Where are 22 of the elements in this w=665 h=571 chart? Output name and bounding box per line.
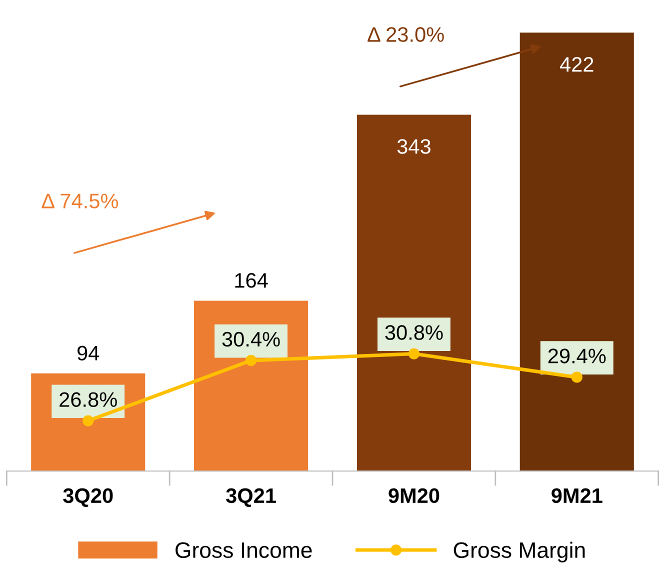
bar: [520, 32, 634, 472]
data-label: 26.8%: [60, 392, 117, 407]
x-tick-label: 9M21: [552, 488, 602, 504]
data-label: 164: [235, 273, 268, 288]
legend-label: Gross Income: [176, 542, 312, 558]
bar: [356, 114, 471, 472]
x-tick-label: 3Q20: [63, 488, 113, 507]
point: [82, 415, 94, 426]
data-label: 422: [560, 57, 594, 72]
annotation: Δ 23.0%: [368, 27, 444, 42]
legend-label: Gross Margin: [454, 542, 585, 562]
data-label: 343: [397, 139, 430, 154]
point: [245, 354, 257, 366]
point: [571, 372, 582, 383]
data-label: 29.4%: [548, 348, 606, 364]
data-label: 30.4%: [222, 332, 280, 347]
data-label: 30.8%: [385, 325, 443, 340]
point: [408, 348, 420, 360]
annotation: Δ 74.5%: [42, 194, 118, 208]
x-tick-label: 9M20: [388, 488, 440, 504]
data-label: 94: [78, 346, 100, 361]
x-tick-label: 3Q21: [226, 488, 276, 507]
